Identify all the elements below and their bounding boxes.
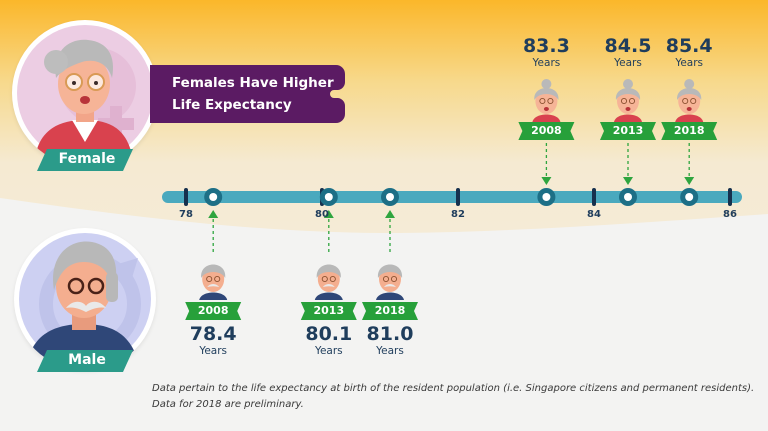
female-person-icon: [532, 79, 561, 122]
year-ribbon: [661, 122, 718, 140]
unit-label: Years: [675, 57, 704, 69]
arrow-down-icon: [541, 177, 552, 185]
axis-tick-label: 80: [315, 209, 329, 220]
female-person-icon: [675, 79, 704, 122]
year-ribbon: [185, 302, 242, 320]
male-portrait-icon: [19, 233, 151, 370]
data-marker-center: [685, 193, 694, 201]
arrow-up-icon: [323, 210, 334, 218]
axis-bar: [162, 191, 742, 203]
male-person-icon: [376, 264, 404, 300]
year-label: 2018: [673, 124, 705, 137]
year-label: 2013: [313, 304, 345, 317]
footnote: Data pertain to the life expectancy at b…: [152, 381, 754, 413]
top-gradient-band: [0, 0, 768, 234]
axis-tick: [728, 188, 732, 206]
arrow-down-icon: [684, 177, 695, 185]
arrow-down-icon: [623, 177, 633, 185]
value-label: 78.4: [189, 323, 237, 345]
axis-tick-label: 78: [179, 209, 193, 220]
footnote-line-2: Data for 2018 are preliminary.: [152, 399, 304, 410]
unit-label: Years: [199, 345, 228, 357]
arrow-up-icon: [208, 210, 219, 218]
year-label: 2008: [531, 124, 562, 137]
data-marker-center: [624, 193, 632, 201]
data-marker-center: [542, 193, 551, 201]
unit-label: Years: [614, 57, 642, 69]
axis-tick-label: 86: [723, 209, 737, 220]
female-tag-shape: [37, 149, 133, 171]
year-ribbon: [362, 302, 418, 320]
data-marker-center: [324, 193, 333, 201]
data-marker-center: [386, 193, 394, 201]
male-person-icon: [314, 264, 343, 300]
page-title: Females Have Higher Life Expectancy: [172, 72, 342, 116]
value-label: 83.3: [522, 35, 570, 57]
unit-label: Years: [314, 345, 343, 357]
year-ribbon: [300, 302, 357, 320]
title-line-1: Females Have Higher: [172, 75, 334, 91]
male-avatar: [14, 228, 156, 370]
axis-tick: [592, 188, 596, 206]
unit-label: Years: [532, 57, 561, 69]
male-person-icon: [199, 264, 228, 300]
axis-tick-label: 82: [451, 209, 465, 220]
year-label: 2013: [612, 124, 644, 137]
data-marker-center: [209, 193, 218, 201]
unit-label: Years: [376, 345, 404, 357]
title-banner: [150, 65, 345, 123]
footnote-line-1: Data pertain to the life expectancy at b…: [152, 383, 755, 394]
value-label: 85.4: [665, 35, 713, 57]
year-ribbon: [600, 122, 656, 140]
female-label: Female: [58, 151, 116, 167]
axis-tick: [184, 188, 188, 206]
value-label: 84.5: [604, 35, 652, 57]
value-label: 81.0: [366, 323, 414, 345]
year-label: 2018: [374, 304, 406, 317]
axis-tick-label: 84: [587, 209, 601, 220]
female-person-icon: [614, 79, 642, 122]
title-line-2: Life Expectancy: [172, 97, 292, 113]
year-ribbon: [518, 122, 575, 140]
year-label: 2008: [197, 304, 229, 317]
male-label: Male: [68, 352, 106, 368]
value-label: 80.1: [305, 323, 353, 345]
axis-tick: [456, 188, 460, 206]
male-tag-shape: [37, 350, 133, 372]
arrow-up-icon: [385, 210, 395, 218]
